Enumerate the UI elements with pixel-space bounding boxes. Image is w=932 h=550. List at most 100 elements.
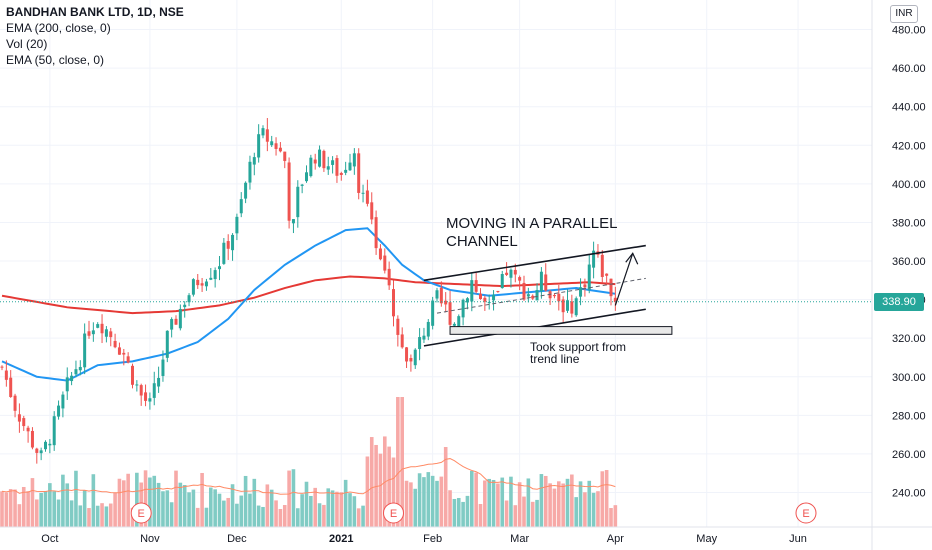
candle-body	[396, 318, 400, 335]
y-tick-label: 300.00	[892, 372, 926, 384]
volume-bar	[474, 472, 478, 527]
volume-bar	[317, 503, 322, 527]
x-tick-label: May	[696, 533, 717, 545]
volume-bar	[82, 490, 87, 527]
earnings-marker-label: E	[802, 508, 809, 520]
volume-bar	[413, 488, 418, 527]
candle-body	[148, 398, 152, 402]
candle-body	[135, 384, 139, 386]
volume-bar	[104, 506, 109, 527]
volume-bar	[313, 487, 317, 527]
candle-body	[26, 427, 30, 432]
volume-bar	[396, 397, 400, 527]
volume-bar	[43, 490, 48, 527]
volume-bar	[500, 477, 505, 527]
last-price-label: 338.90	[874, 292, 924, 311]
indicator-volume[interactable]: Vol (20)	[6, 37, 48, 51]
candle-body	[157, 377, 161, 387]
candle-body	[561, 299, 565, 313]
volume-bar	[13, 489, 17, 527]
candle-body	[422, 335, 426, 340]
volume-bar	[278, 508, 283, 527]
candle-body	[196, 279, 200, 286]
volume-bar	[161, 491, 165, 527]
volume-bar	[8, 489, 13, 527]
volume-bar	[522, 496, 526, 527]
candle-body	[152, 383, 156, 398]
candle-body	[100, 323, 104, 334]
volume-bar	[352, 496, 357, 527]
candle-body	[522, 282, 526, 300]
volume-bar	[209, 487, 213, 527]
candle-body	[400, 334, 404, 348]
candle-body	[405, 347, 409, 362]
volume-bar	[369, 437, 374, 527]
earnings-marker	[795, 502, 817, 524]
candle-body	[170, 319, 174, 330]
candle-body	[239, 199, 243, 214]
candle-body	[144, 392, 148, 401]
volume-bar	[191, 489, 196, 527]
candle-body	[318, 149, 322, 167]
candle-body	[526, 294, 530, 297]
candle-body	[291, 219, 295, 224]
volume-bar	[204, 507, 209, 527]
candle-body	[505, 272, 509, 275]
volume-bar	[169, 502, 174, 527]
volume-bar	[182, 485, 187, 527]
candle-body	[326, 166, 330, 170]
candle-body	[444, 300, 448, 305]
candle-body	[78, 366, 82, 371]
candle-body	[174, 318, 178, 325]
candle-body	[87, 331, 91, 336]
candle-body	[44, 441, 47, 450]
candle-body	[487, 302, 491, 304]
volume-bar	[478, 504, 483, 527]
volume-bar	[343, 479, 348, 527]
candle-body	[74, 369, 78, 375]
candle-body	[509, 269, 513, 278]
candle-body	[113, 340, 117, 348]
volume-bar	[78, 505, 83, 527]
indicator-ema50[interactable]: EMA (50, close, 0)	[6, 53, 105, 67]
candle-body	[357, 153, 361, 193]
volume-bar	[252, 478, 257, 527]
volume-bar	[178, 482, 183, 527]
y-tick-label: 240.00	[892, 488, 926, 500]
candle-body	[348, 162, 352, 171]
x-tick-label: Dec	[227, 533, 247, 545]
candle-body	[70, 375, 74, 382]
volume-bar	[530, 501, 535, 527]
indicator-ema200[interactable]: EMA (200, close, 0)	[6, 21, 111, 35]
volume-bar	[135, 472, 139, 527]
y-tick-label: 400.00	[892, 179, 926, 191]
volume-bar	[539, 474, 544, 527]
candle-body	[9, 377, 13, 397]
candle-body	[52, 416, 56, 446]
volume-bar	[217, 493, 222, 527]
arrow-head-icon	[625, 252, 639, 265]
volume-bar	[448, 490, 452, 527]
candle-body	[296, 186, 300, 218]
volume-bar	[269, 489, 274, 527]
volume-bar	[387, 446, 391, 527]
candle-body	[65, 377, 69, 392]
candle-body	[566, 300, 569, 311]
candle-body	[83, 333, 87, 368]
symbol-title: BANDHAN BANK LTD, 1D, NSE	[6, 5, 184, 19]
grid	[0, 0, 872, 527]
volume-bar	[378, 453, 383, 527]
volume-bar	[517, 482, 522, 527]
candle-body	[518, 277, 522, 281]
volume-bar	[435, 480, 439, 527]
support-zone-box	[449, 326, 673, 335]
candle-body	[474, 280, 478, 292]
candle-body	[431, 300, 435, 326]
candle-body	[30, 430, 34, 448]
candle-body	[609, 278, 613, 297]
volume-bar	[513, 505, 518, 527]
currency-badge[interactable]: INR	[890, 5, 918, 23]
volume-bar	[113, 492, 117, 527]
